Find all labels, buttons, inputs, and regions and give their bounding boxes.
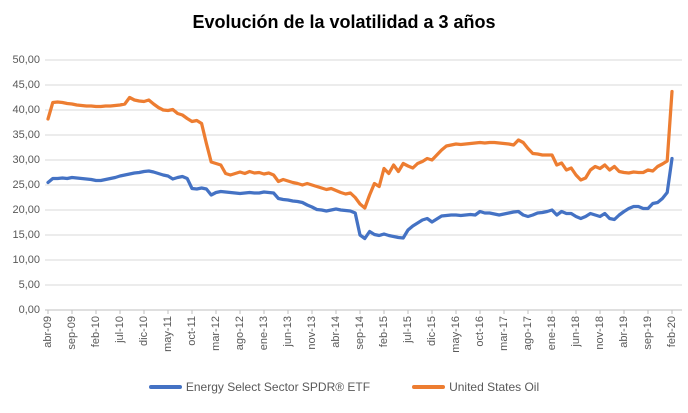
x-axis-tick-label: ene-18 [546, 316, 558, 351]
y-axis-tick-label: 40,00 [12, 103, 40, 116]
x-axis-tick-label: jul-10 [114, 316, 126, 343]
y-axis-tick-label: 0,00 [18, 303, 40, 316]
x-axis-tick-label: dic-15 [426, 316, 438, 346]
x-axis-tick-label: ene-13 [258, 316, 270, 351]
x-axis-tick-label: feb-15 [378, 316, 390, 348]
chart-title: Evolución de la volatilidad a 3 años [192, 12, 496, 32]
series-line-etf [46, 156, 674, 241]
x-axis-tick-label: abr-09 [42, 316, 54, 348]
y-axis-tick-label: 25,00 [12, 178, 40, 191]
y-axis-tick-label: 50,00 [12, 53, 40, 66]
x-axis-tick-label: may-11 [162, 316, 174, 352]
x-axis-tick-label: dic-10 [138, 316, 150, 346]
y-axis-tick-label: 15,00 [12, 228, 40, 241]
x-axis-tick-label: sep-14 [354, 316, 366, 350]
x-axis-tick-label: jun-13 [282, 316, 294, 347]
etf-line-swatch-icon [148, 385, 182, 389]
y-axis-tick-label: 10,00 [12, 253, 40, 266]
x-axis-tick-label: jun-18 [570, 316, 582, 347]
x-axis-tick-label: abr-14 [330, 316, 342, 348]
x-axis-tick-label: sep-09 [66, 316, 78, 350]
x-axis-tick-label: oct-16 [474, 316, 486, 347]
oil-line-swatch-icon [412, 385, 446, 389]
x-axis-tick-label: jul-15 [402, 316, 414, 343]
y-axis-tick-label: 35,00 [12, 128, 40, 141]
y-axis-tick-label: 30,00 [12, 153, 40, 166]
x-axis-tick-label: oct-11 [186, 316, 198, 346]
y-axis-tick-label: 20,00 [12, 203, 40, 216]
x-axis-tick-label: abr-19 [618, 316, 630, 348]
x-axis-tick-label: sep-19 [642, 316, 654, 350]
x-axis-tick-label: nov-13 [306, 316, 318, 350]
x-axis-tick-label: mar-12 [210, 316, 222, 351]
x-axis-tick-label: feb-10 [90, 316, 102, 348]
x-axis-tick-label: mar-17 [498, 316, 510, 351]
y-axis-tick-label: 5,00 [18, 278, 40, 291]
etf-legend-label: Energy Select Sector SPDR® ETF [185, 380, 371, 394]
x-axis-tick-label: may-16 [450, 316, 462, 353]
x-axis-tick-label: nov-18 [594, 316, 606, 350]
legend-item-oil: United States Oil [412, 380, 539, 394]
x-axis-tick-label: feb-20 [666, 316, 678, 348]
oil-legend-label: United States Oil [449, 380, 540, 394]
series-line-oil [46, 89, 674, 210]
legend: Energy Select Sector SPDR® ETF United St… [0, 380, 688, 394]
x-axis-tick-label: ago-12 [234, 316, 246, 351]
y-axis-tick-label: 45,00 [12, 78, 40, 91]
legend-item-etf: Energy Select Sector SPDR® ETF [148, 380, 371, 394]
x-axis-tick-label: ago-17 [522, 316, 534, 351]
